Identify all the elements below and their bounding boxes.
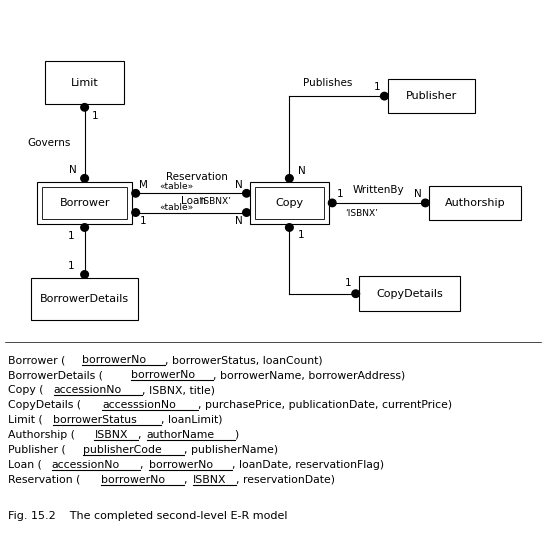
Text: , ISBNX, title): , ISBNX, title) [142, 385, 215, 395]
Text: Loan (: Loan ( [8, 460, 42, 470]
Text: ): ) [235, 430, 239, 440]
Bar [429, 185, 521, 220]
Text: borrowerStatus: borrowerStatus [53, 415, 136, 425]
Circle shape [242, 190, 250, 197]
Bar [37, 182, 132, 224]
Text: ,: , [184, 475, 191, 485]
Text: authorName: authorName [147, 430, 215, 440]
Text: Governs: Governs [27, 138, 71, 148]
Text: Fig. 15.2    The completed second-level E-R model: Fig. 15.2 The completed second-level E-R… [8, 511, 288, 521]
Circle shape [329, 199, 336, 207]
Text: Copy (: Copy ( [8, 385, 44, 395]
Text: Authorship: Authorship [444, 198, 506, 208]
Text: N: N [235, 216, 243, 226]
Text: Limit (: Limit ( [8, 415, 43, 425]
Text: , publisherName): , publisherName) [184, 445, 278, 455]
Circle shape [81, 224, 88, 231]
Circle shape [81, 271, 88, 278]
Text: , loanLimit): , loanLimit) [161, 415, 222, 425]
Text: ‘ISBNX’: ‘ISBNX’ [198, 197, 231, 206]
Bar [359, 277, 460, 311]
Text: , loanDate, reservationFlag): , loanDate, reservationFlag) [232, 460, 384, 470]
Text: 1: 1 [68, 261, 74, 271]
Bar [31, 278, 138, 320]
Text: CopyDetails: CopyDetails [376, 289, 443, 299]
Text: , purchasePrice, publicationDate, currentPrice): , purchasePrice, publicationDate, curren… [198, 400, 452, 410]
Text: M: M [139, 180, 148, 190]
Bar [388, 78, 475, 114]
Text: N: N [235, 180, 243, 190]
Text: borrowerNo: borrowerNo [130, 370, 195, 380]
Text: ,: , [140, 460, 147, 470]
Bar [45, 61, 124, 104]
Circle shape [381, 92, 388, 100]
Text: BorrowerDetails: BorrowerDetails [40, 294, 129, 304]
Text: Authorship (: Authorship ( [8, 430, 75, 440]
Bar [256, 187, 323, 219]
Text: 1: 1 [68, 231, 74, 241]
Circle shape [81, 175, 88, 182]
Text: «table»: «table» [159, 183, 193, 191]
Text: 1: 1 [92, 111, 99, 121]
Text: 1: 1 [373, 82, 380, 91]
Circle shape [242, 209, 250, 216]
Text: ISBNX: ISBNX [94, 430, 128, 440]
Text: publisherCode: publisherCode [82, 445, 161, 455]
Text: , borrowerName, borrowerAddress): , borrowerName, borrowerAddress) [213, 370, 406, 380]
Text: BorrowerDetails (: BorrowerDetails ( [8, 370, 103, 380]
Text: Reservation: Reservation [165, 172, 228, 182]
Text: Borrower: Borrower [60, 198, 110, 208]
Text: ,: , [138, 430, 145, 440]
Text: accesssionNo: accesssionNo [103, 400, 176, 410]
Text: WrittenBy: WrittenBy [353, 185, 405, 194]
Text: Limit: Limit [71, 78, 98, 88]
Bar [43, 187, 127, 219]
Text: 1: 1 [345, 278, 352, 288]
Text: N: N [69, 165, 76, 175]
Circle shape [286, 224, 293, 231]
Text: ISBNX: ISBNX [193, 475, 227, 485]
Text: «table»: «table» [159, 203, 193, 211]
Text: Borrower (: Borrower ( [8, 355, 66, 365]
Text: borrowerNo: borrowerNo [149, 460, 213, 470]
Text: ‘ISBNX’: ‘ISBNX’ [345, 209, 378, 218]
Text: accessionNo: accessionNo [54, 385, 122, 395]
Text: N: N [414, 190, 422, 199]
Text: , reservationDate): , reservationDate) [236, 475, 335, 485]
Text: Reservation (: Reservation ( [8, 475, 80, 485]
Circle shape [286, 175, 293, 182]
Text: borrowerNo: borrowerNo [102, 475, 165, 485]
Text: Loan: Loan [181, 196, 206, 206]
Text: 1: 1 [140, 216, 147, 226]
Circle shape [352, 290, 359, 297]
Circle shape [132, 209, 140, 216]
Text: Publisher: Publisher [406, 91, 457, 101]
Text: accessionNo: accessionNo [52, 460, 120, 470]
Text: , borrowerStatus, loanCount): , borrowerStatus, loanCount) [165, 355, 323, 365]
Text: 1: 1 [336, 190, 343, 199]
Text: Publisher (: Publisher ( [8, 445, 66, 455]
Text: Publishes: Publishes [303, 78, 352, 88]
Circle shape [422, 199, 429, 207]
Circle shape [132, 190, 140, 197]
Text: borrowerNo: borrowerNo [82, 355, 146, 365]
Circle shape [81, 104, 88, 111]
Text: CopyDetails (: CopyDetails ( [8, 400, 81, 410]
Text: Copy: Copy [275, 198, 304, 208]
Text: N: N [298, 166, 305, 176]
Text: 1: 1 [298, 230, 305, 240]
Bar [250, 182, 329, 224]
